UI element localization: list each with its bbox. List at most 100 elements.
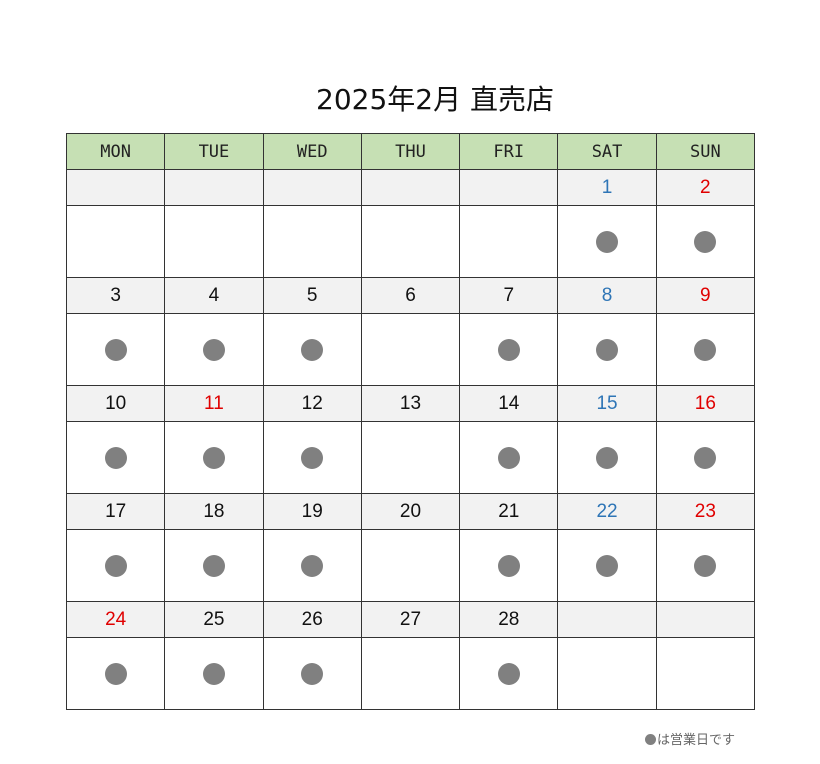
open-day-dot-icon (497, 338, 520, 361)
open-day-dot-icon (202, 554, 225, 577)
open-day-dot-icon (596, 554, 619, 577)
status-cell (459, 529, 559, 602)
open-day-dot-icon (596, 338, 619, 361)
weekday-header-sat: SAT (557, 133, 657, 170)
status-cell (655, 529, 756, 602)
date-cell (262, 169, 362, 206)
date-cell: 10 (65, 385, 166, 422)
date-cell (360, 169, 461, 206)
weekday-header-fri: FRI (459, 133, 559, 170)
status-cell (360, 529, 461, 602)
status-cell (262, 205, 362, 278)
weekday-header-tue: TUE (164, 133, 264, 170)
weekday-header-row: MON TUE WED THU FRI SAT SUN (65, 133, 756, 170)
date-cell: 24 (65, 601, 166, 638)
open-day-dot-icon (694, 338, 717, 361)
status-cell (459, 313, 559, 386)
status-cell (65, 421, 166, 494)
date-cell: 8 (557, 277, 657, 314)
status-cell (65, 637, 166, 710)
date-cell: 21 (459, 493, 559, 530)
status-cell (655, 637, 756, 710)
open-day-dot-icon (694, 230, 717, 253)
date-row: 24 25 26 27 28 (65, 601, 756, 638)
date-cell (459, 169, 559, 206)
date-cell: 1 (557, 169, 657, 206)
open-day-dot-icon (301, 446, 324, 469)
status-cell (262, 637, 362, 710)
status-cell (459, 205, 559, 278)
date-cell: 26 (262, 601, 362, 638)
date-cell: 14 (459, 385, 559, 422)
date-cell (65, 169, 166, 206)
open-day-dot-icon (301, 338, 324, 361)
status-cell (65, 313, 166, 386)
status-cell (557, 421, 657, 494)
calendar-table: MON TUE WED THU FRI SAT SUN 1 2 3 4 5 6 7 8 9 10 11 12 13 1… (65, 133, 756, 710)
status-cell (459, 421, 559, 494)
status-cell (360, 313, 461, 386)
date-row: 10 11 12 13 14 15 16 (65, 385, 756, 422)
status-cell (164, 529, 264, 602)
weekday-header-wed: WED (262, 133, 362, 170)
date-cell: 7 (459, 277, 559, 314)
status-cell (557, 637, 657, 710)
status-row (65, 313, 756, 386)
status-cell (459, 637, 559, 710)
weekday-header-mon: MON (65, 133, 166, 170)
status-cell (655, 205, 756, 278)
open-day-dot-icon (202, 662, 225, 685)
status-cell (557, 529, 657, 602)
status-cell (557, 205, 657, 278)
status-cell (65, 205, 166, 278)
open-day-dot-icon (104, 446, 127, 469)
status-cell (65, 529, 166, 602)
open-day-dot-icon (596, 446, 619, 469)
open-day-dot-icon (694, 446, 717, 469)
status-cell (655, 313, 756, 386)
open-day-dot-icon (497, 446, 520, 469)
status-cell (262, 529, 362, 602)
date-cell: 15 (557, 385, 657, 422)
status-cell (262, 421, 362, 494)
date-cell: 27 (360, 601, 461, 638)
open-day-dot-icon (645, 734, 656, 745)
date-cell: 16 (655, 385, 756, 422)
status-row (65, 529, 756, 602)
page-title: 2025年2月 直売店 (316, 83, 554, 116)
open-day-dot-icon (202, 446, 225, 469)
open-day-dot-icon (497, 554, 520, 577)
date-cell: 6 (360, 277, 461, 314)
open-day-dot-icon (497, 662, 520, 685)
status-cell (164, 313, 264, 386)
open-day-dot-icon (694, 554, 717, 577)
open-day-dot-icon (596, 230, 619, 253)
status-cell (557, 313, 657, 386)
date-cell: 25 (164, 601, 264, 638)
date-cell: 20 (360, 493, 461, 530)
status-cell (360, 637, 461, 710)
date-cell: 3 (65, 277, 166, 314)
open-day-dot-icon (202, 338, 225, 361)
status-row (65, 421, 756, 494)
open-day-dot-icon (301, 554, 324, 577)
legend-text: は営業日です (657, 733, 736, 748)
date-cell (655, 601, 756, 638)
open-day-dot-icon (301, 662, 324, 685)
status-row (65, 205, 756, 278)
status-cell (262, 313, 362, 386)
date-cell: 2 (655, 169, 756, 206)
open-day-dot-icon (104, 662, 127, 685)
date-cell: 12 (262, 385, 362, 422)
status-cell (164, 205, 264, 278)
weekday-header-thu: THU (360, 133, 461, 170)
date-cell (164, 169, 264, 206)
date-cell: 22 (557, 493, 657, 530)
date-cell: 4 (164, 277, 264, 314)
date-row: 17 18 19 20 21 22 23 (65, 493, 756, 530)
date-cell: 9 (655, 277, 756, 314)
status-cell (655, 421, 756, 494)
date-cell (557, 601, 657, 638)
date-cell: 11 (164, 385, 264, 422)
